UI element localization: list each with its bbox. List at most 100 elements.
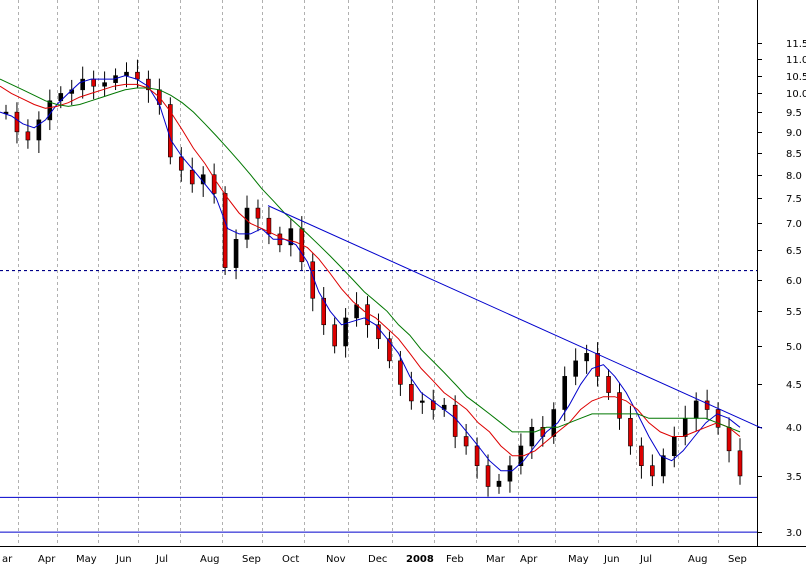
y-tick-label: 4.5 — [786, 380, 802, 391]
x-tick-label: Mar — [486, 554, 506, 565]
candle-body — [3, 111, 9, 114]
candle-body — [595, 353, 600, 377]
candle-body — [496, 480, 502, 487]
y-tick-label: 6.5 — [786, 246, 802, 257]
y-tick-label: 7.5 — [786, 194, 802, 205]
candle-body — [715, 409, 721, 428]
candle-body — [419, 400, 425, 403]
y-tick-label: 10.0 — [786, 89, 806, 100]
moving-average-line — [0, 75, 741, 472]
candle-body — [409, 384, 414, 402]
x-tick-label: Jul — [155, 554, 168, 565]
candle-body — [178, 156, 184, 171]
candle-body — [551, 409, 557, 437]
candle-body — [529, 426, 535, 447]
candle-body — [376, 324, 381, 340]
x-tick-label: Jun — [115, 554, 132, 565]
resistance-trendline — [267, 205, 763, 429]
candle-body — [573, 360, 578, 377]
x-tick-label: Dec — [368, 554, 387, 565]
candle-body — [343, 317, 348, 347]
candle-body — [47, 100, 53, 121]
y-tick-label: 9.5 — [786, 108, 802, 119]
candle-body — [463, 436, 469, 447]
y-tick-label: 9.0 — [786, 128, 802, 139]
y-tick-label: 5.5 — [786, 307, 802, 318]
candle-body — [135, 71, 140, 80]
candle-body — [507, 465, 513, 482]
x-tick-label: May — [568, 554, 589, 565]
candle-body — [661, 455, 666, 477]
candle-body — [102, 82, 107, 87]
x-tick-label: ar — [2, 554, 13, 565]
candle-body — [682, 417, 688, 437]
candle-body — [14, 111, 20, 133]
candle-body — [650, 465, 655, 477]
candle-body — [25, 131, 31, 141]
candle-body — [124, 71, 129, 76]
candle-body — [671, 436, 677, 456]
candle-body — [365, 304, 370, 326]
candle-body — [387, 338, 392, 362]
x-tick-label: Aug — [688, 554, 708, 565]
candle-body — [606, 376, 611, 393]
y-tick-label: 11.0 — [786, 55, 806, 66]
candle-body — [91, 78, 96, 87]
x-tick-label: Sep — [728, 554, 747, 565]
y-tick-label: 3.5 — [786, 472, 802, 483]
candle-body — [244, 207, 250, 240]
x-tick-label: Apr — [520, 554, 538, 565]
candle-body — [737, 450, 743, 477]
x-tick-label: Aug — [200, 554, 220, 565]
moving-average-line — [0, 78, 741, 433]
candle-body — [726, 426, 732, 452]
candle-body — [474, 445, 480, 466]
y-tick-label: 10.5 — [786, 72, 806, 83]
candle-body — [354, 304, 359, 319]
x-tick-label: May — [76, 554, 97, 565]
candle-body — [189, 169, 195, 185]
candle-body — [211, 174, 217, 194]
candle-body — [222, 193, 228, 268]
y-tick-label: 3.0 — [786, 528, 802, 539]
x-tick-label: Jul — [639, 554, 652, 565]
y-tick-label: 4.0 — [786, 423, 802, 434]
x-tick-label: Oct — [282, 554, 299, 565]
y-tick-label: 5.0 — [786, 342, 802, 353]
candle-body — [36, 119, 42, 141]
moving-average-line — [0, 83, 741, 457]
y-tick-label: 11.5 — [786, 39, 806, 50]
candle-body — [332, 324, 337, 347]
candle-body — [80, 78, 85, 91]
candle-body — [266, 217, 272, 235]
candle-body — [485, 465, 491, 487]
candle-body — [398, 360, 403, 385]
candle-body — [255, 207, 261, 219]
candle-body — [628, 417, 633, 447]
y-tick-label: 6.0 — [786, 276, 802, 287]
candle-body — [321, 297, 327, 326]
y-tick-label: 8.0 — [786, 171, 802, 182]
x-tick-label: Sep — [242, 554, 261, 565]
candle-body — [146, 78, 151, 91]
candle-body — [562, 376, 568, 410]
x-tick-label: 2008 — [406, 554, 434, 565]
candle-body — [288, 228, 294, 246]
candle-body — [584, 353, 589, 362]
candle-body — [704, 400, 710, 410]
candle-body — [617, 392, 622, 419]
x-tick-label: Apr — [38, 554, 56, 565]
candle-body — [168, 104, 173, 158]
x-tick-label: Feb — [446, 554, 464, 565]
y-tick-label: 7.0 — [786, 219, 802, 230]
candle-body — [639, 445, 644, 466]
y-tick-label: 8.5 — [786, 149, 802, 160]
candle-body — [452, 404, 458, 437]
candle-body — [693, 400, 699, 419]
x-tick-label: Jun — [603, 554, 620, 565]
candle-body — [233, 239, 239, 268]
x-tick-label: Nov — [326, 554, 346, 565]
